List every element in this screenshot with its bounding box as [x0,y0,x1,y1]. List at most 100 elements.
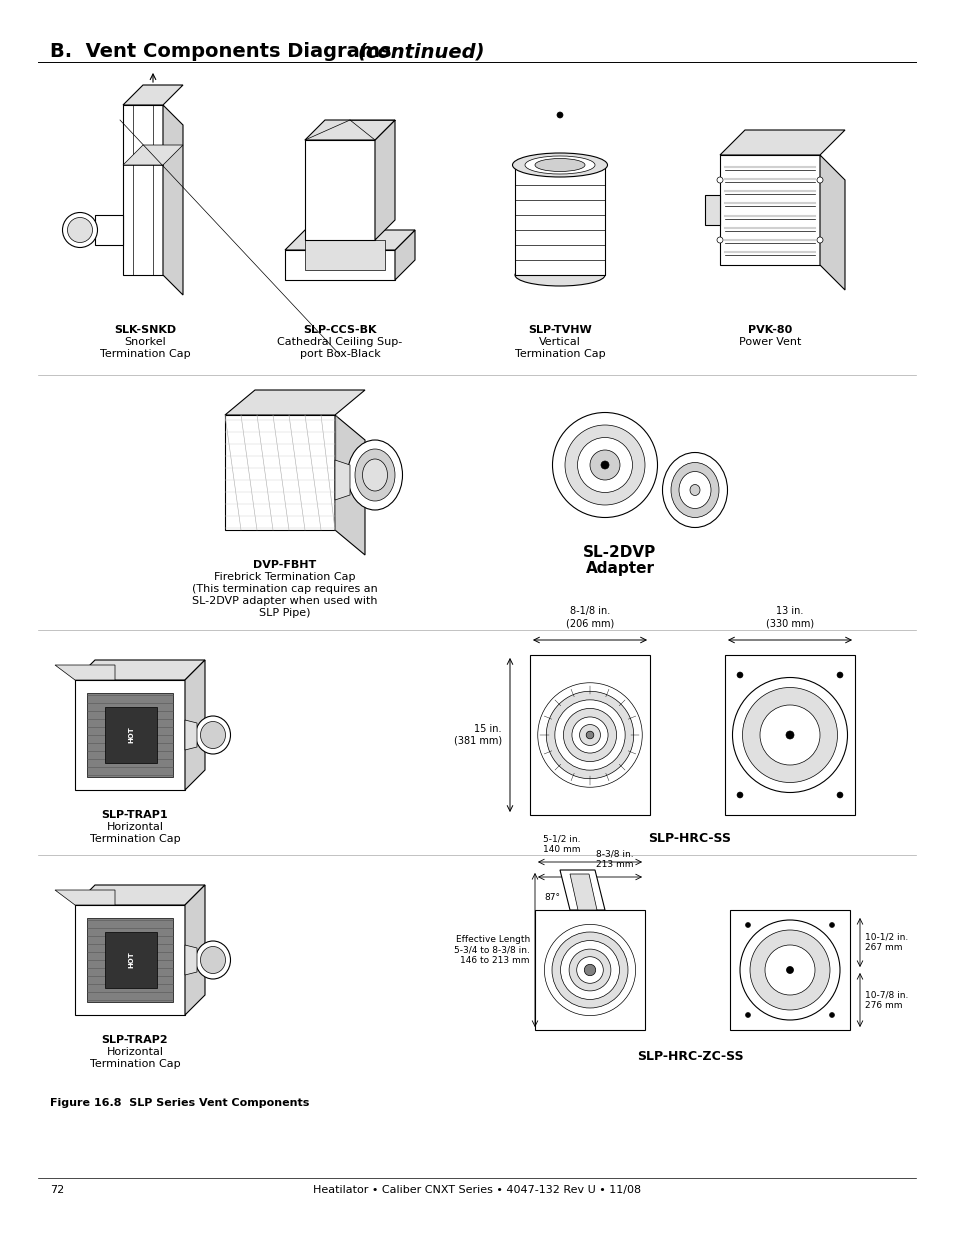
Polygon shape [225,415,335,530]
Polygon shape [75,905,185,1015]
Ellipse shape [195,941,231,979]
Polygon shape [720,156,820,266]
Ellipse shape [828,923,834,927]
Ellipse shape [741,688,837,783]
Polygon shape [820,156,844,290]
Ellipse shape [555,700,624,771]
Ellipse shape [544,925,635,1015]
Ellipse shape [515,264,604,287]
Polygon shape [559,869,604,910]
Polygon shape [335,459,350,500]
Ellipse shape [689,484,700,495]
Ellipse shape [347,440,402,510]
Ellipse shape [560,941,618,999]
Text: 13 in.
(330 mm): 13 in. (330 mm) [765,606,813,629]
Ellipse shape [564,425,644,505]
Text: Vertical: Vertical [538,337,580,347]
Text: Heatilator • Caliber CNXT Series • 4047-132 Rev U • 11/08: Heatilator • Caliber CNXT Series • 4047-… [313,1186,640,1195]
Ellipse shape [816,237,822,243]
Ellipse shape [537,683,641,787]
Text: Horizontal: Horizontal [107,1047,163,1057]
Text: 15 in.
(381 mm): 15 in. (381 mm) [454,724,501,746]
Ellipse shape [740,920,840,1020]
Ellipse shape [785,731,793,739]
Ellipse shape [577,437,632,493]
Ellipse shape [572,718,607,753]
Text: 87°: 87° [543,893,559,902]
Polygon shape [225,390,365,415]
Ellipse shape [362,459,387,492]
Text: PVK-80: PVK-80 [747,325,791,335]
Polygon shape [123,105,163,275]
Text: port Box-Black: port Box-Black [299,350,380,359]
Text: 3": 3" [567,893,578,902]
Text: SL-2DVP: SL-2DVP [583,545,656,559]
Ellipse shape [828,1013,834,1018]
Ellipse shape [737,672,742,678]
Ellipse shape [585,731,593,739]
Ellipse shape [661,452,727,527]
Ellipse shape [760,705,820,764]
Ellipse shape [836,672,842,678]
Polygon shape [185,885,205,1015]
Polygon shape [75,885,205,905]
Ellipse shape [816,177,822,183]
Polygon shape [305,120,395,140]
Polygon shape [105,932,157,988]
Text: Termination Cap: Termination Cap [99,350,190,359]
Polygon shape [285,230,415,249]
Ellipse shape [679,472,710,509]
Polygon shape [395,230,415,280]
Polygon shape [375,120,395,240]
Polygon shape [105,706,157,763]
Polygon shape [185,720,196,750]
Polygon shape [55,664,115,680]
Ellipse shape [737,792,742,798]
Polygon shape [530,655,649,815]
Text: (This termination cap requires an: (This termination cap requires an [192,584,377,594]
Text: 5-1/2 in.
140 mm: 5-1/2 in. 140 mm [542,835,580,853]
Text: 72: 72 [50,1186,64,1195]
Polygon shape [185,659,205,790]
Ellipse shape [524,156,595,174]
Polygon shape [335,415,365,555]
Ellipse shape [600,461,608,469]
Text: B.  Vent Components Diagrams: B. Vent Components Diagrams [50,42,397,61]
Polygon shape [569,874,597,910]
Polygon shape [55,890,115,905]
Text: 8-3/8 in.
213 mm: 8-3/8 in. 213 mm [596,850,633,869]
Ellipse shape [836,792,842,798]
Text: 10-7/8 in.
276 mm: 10-7/8 in. 276 mm [864,990,907,1010]
Text: SLP-TRAP2: SLP-TRAP2 [102,1035,168,1045]
Ellipse shape [569,950,610,990]
Text: HOT: HOT [128,952,133,968]
Text: Firebrick Termination Cap: Firebrick Termination Cap [214,572,355,582]
Ellipse shape [200,721,225,748]
Text: DVP-FBHT: DVP-FBHT [253,559,316,571]
Polygon shape [163,105,183,295]
Polygon shape [305,240,385,270]
Ellipse shape [63,212,97,247]
Text: Termination Cap: Termination Cap [515,350,604,359]
Text: SLK-SNKD: SLK-SNKD [113,325,176,335]
Text: SL-2DVP adapter when used with: SL-2DVP adapter when used with [193,597,377,606]
Text: SLP-HRC-ZC-SS: SLP-HRC-ZC-SS [636,1050,742,1063]
Polygon shape [285,249,395,280]
Polygon shape [535,910,644,1030]
Polygon shape [720,130,844,156]
Polygon shape [95,215,123,245]
Polygon shape [123,85,183,105]
Ellipse shape [557,112,562,119]
Ellipse shape [68,217,92,242]
Text: Snorkel: Snorkel [124,337,166,347]
Ellipse shape [583,965,595,976]
Ellipse shape [749,930,829,1010]
Ellipse shape [200,946,225,973]
Polygon shape [185,945,196,974]
Text: 10-1/2 in.
267 mm: 10-1/2 in. 267 mm [864,932,907,952]
Text: Horizontal: Horizontal [107,823,163,832]
Text: Effective Length
5-3/4 to 8-3/8 in.
146 to 213 mm: Effective Length 5-3/4 to 8-3/8 in. 146 … [454,935,530,965]
Ellipse shape [535,158,584,172]
Ellipse shape [744,923,750,927]
Text: (continued): (continued) [357,42,485,61]
